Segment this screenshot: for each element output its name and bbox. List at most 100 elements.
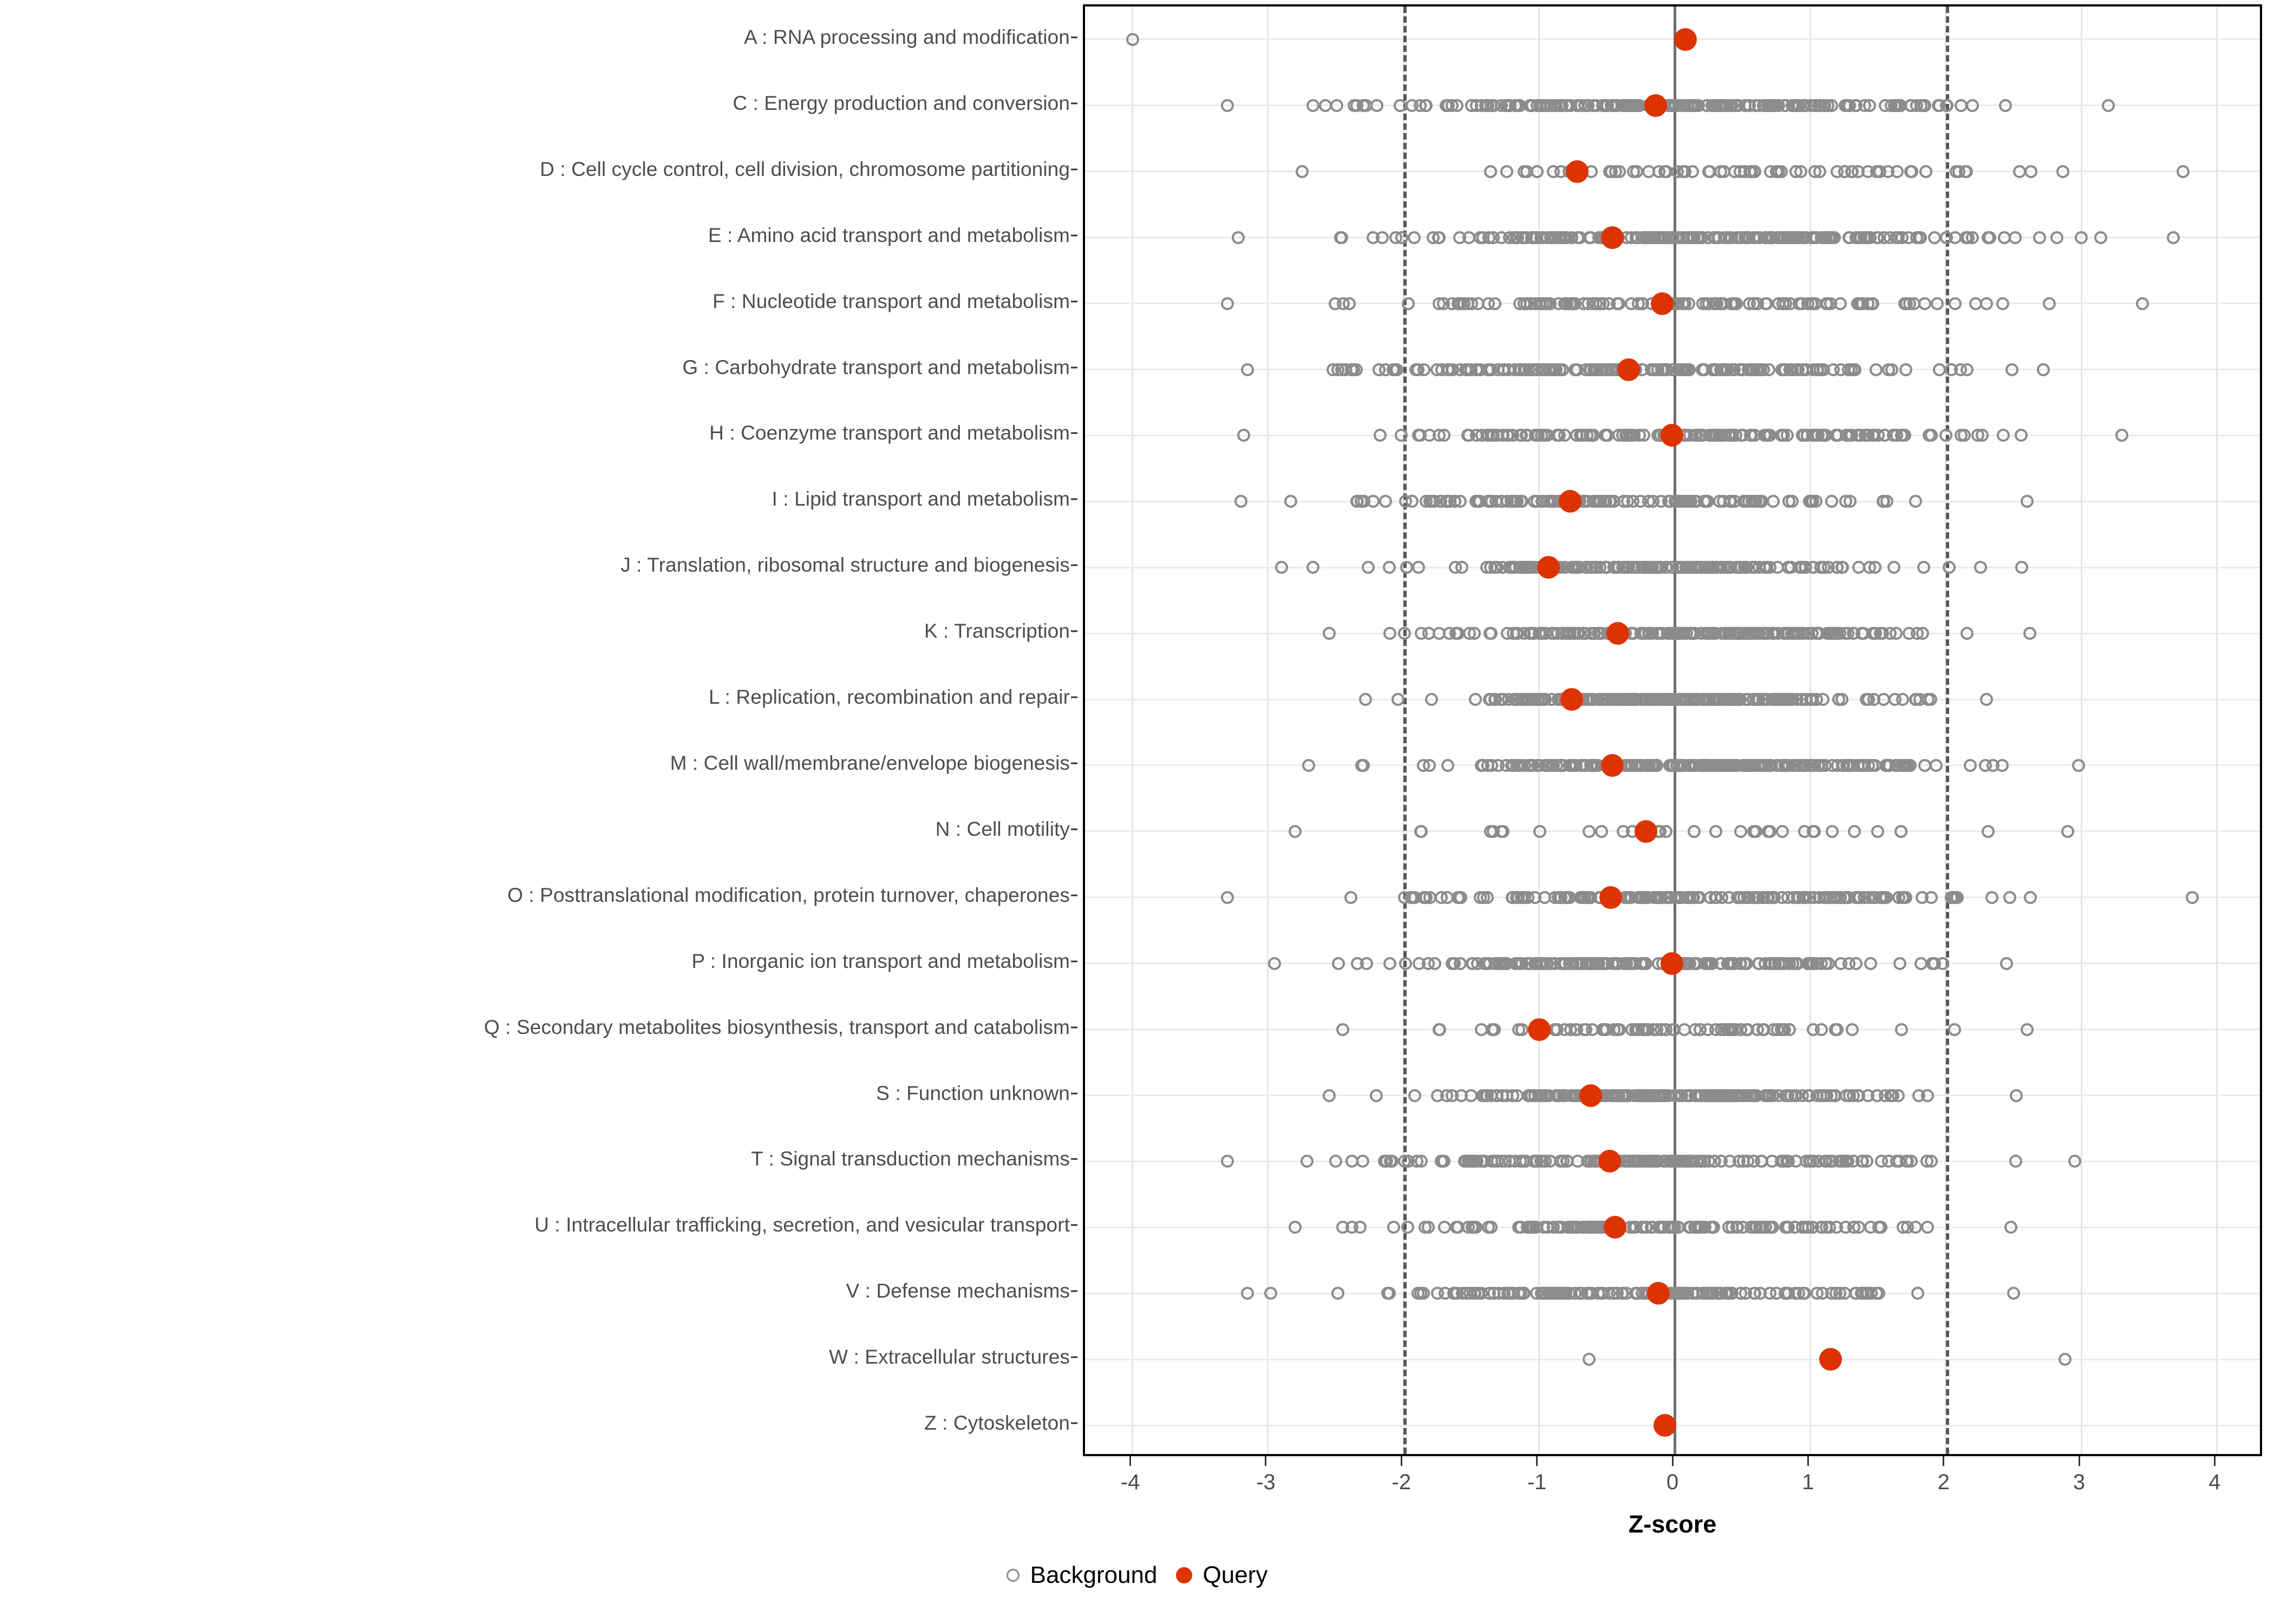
query-point[interactable] [1599,886,1623,909]
query-point[interactable] [1598,1150,1621,1173]
background-point [1631,1155,1645,1168]
legend-item-background[interactable]: Background [1006,1562,1158,1589]
background-point [1517,561,1531,574]
background-point [1695,561,1709,574]
y-axis-category-label: P : Inorganic ion transport and metaboli… [691,949,1070,972]
background-point [1336,1023,1349,1036]
query-point[interactable] [1646,1282,1670,1305]
background-point [1268,957,1282,970]
query-point[interactable] [1635,820,1658,843]
y-axis-category-label: K : Transcription [924,620,1070,643]
background-point [1412,561,1425,574]
background-point [1840,758,1854,772]
background-point [1723,495,1737,508]
query-point[interactable] [1537,556,1560,579]
background-point [1871,824,1885,838]
background-point [1843,99,1857,112]
background-point [1806,297,1819,310]
background-point [1918,758,1932,772]
background-point [1911,1287,1924,1300]
query-point[interactable] [1674,28,1697,51]
background-point [1928,231,1942,244]
background-point [1446,1089,1459,1102]
query-point[interactable] [1617,358,1640,381]
background-point [1684,627,1697,640]
background-point [1344,890,1358,904]
legend-item-query[interactable]: Query [1175,1562,1267,1589]
background-point [1759,1221,1773,1234]
background-point [1454,957,1467,970]
query-point[interactable] [1600,226,1624,249]
background-point [1441,495,1454,508]
background-point [1904,165,1918,178]
background-point [1739,957,1752,970]
background-point [1810,957,1824,970]
background-point [1955,429,1968,442]
query-point[interactable] [1559,490,1582,513]
background-point [1779,1287,1792,1300]
query-point[interactable] [1579,1084,1602,1107]
query-point[interactable] [1527,1018,1551,1041]
query-point[interactable] [1603,1216,1626,1239]
background-point [1845,165,1858,178]
background-point [2094,231,2107,244]
query-point[interactable] [1654,1414,1677,1437]
background-point [2004,1221,2017,1234]
query-point[interactable] [1600,754,1624,777]
x-axis-tick [1536,1456,1538,1466]
query-point[interactable] [1565,160,1589,183]
background-point [1914,99,1927,112]
query-point[interactable] [1560,688,1583,711]
vertical-gridline [1267,6,1269,1454]
background-point [2135,297,2149,310]
background-point [1642,890,1655,904]
background-point [1706,1221,1719,1234]
background-point [1637,429,1651,442]
background-point [1596,99,1609,112]
y-axis-tick [1071,1092,1077,1094]
background-point [1414,824,1428,838]
background-point [1730,758,1744,772]
y-axis-category-label: J : Translation, ribosomal structure and… [620,554,1070,577]
background-point [1743,429,1757,442]
y-axis-category-label: F : Nucleotide transport and metabolism [713,290,1070,312]
background-point [1879,1089,1892,1102]
query-point[interactable] [1644,94,1667,117]
y-axis-tick [1071,498,1077,500]
background-point [1530,165,1544,178]
y-axis-category-label: N : Cell motility [935,817,1070,840]
background-point [1355,758,1369,772]
background-point [1778,957,1792,970]
background-point [1802,627,1815,640]
background-point [2068,1155,2081,1168]
query-point[interactable] [1660,952,1683,975]
query-point[interactable] [1660,424,1683,447]
background-point [2024,165,2037,178]
background-point [1508,495,1522,508]
background-point [1544,957,1558,970]
background-point [1699,627,1713,640]
background-point [1559,231,1573,244]
background-point [1917,561,1931,574]
background-point [1563,297,1577,310]
background-point [1720,1089,1734,1102]
background-point [1815,758,1828,772]
background-point [1503,1155,1517,1168]
query-point[interactable] [1606,622,1629,645]
background-point [1510,99,1524,112]
background-point [2115,429,2129,442]
query-point[interactable] [1651,292,1674,315]
background-point [1803,1089,1816,1102]
y-axis-category-label: Q : Secondary metabolites biosynthesis, … [483,1016,1070,1038]
background-point [1775,758,1789,772]
y-axis-category-label: G : Carbohydrate transport and metabolis… [682,356,1070,378]
background-point [1907,297,1920,310]
background-point [1489,495,1502,508]
background-point [1659,561,1672,574]
background-point [1930,758,1943,772]
x-axis-tick-label: 4 [2208,1470,2221,1494]
background-point [1817,429,1831,442]
background-point [1839,1089,1853,1102]
query-point[interactable] [1819,1348,1842,1371]
background-point [1437,429,1450,442]
